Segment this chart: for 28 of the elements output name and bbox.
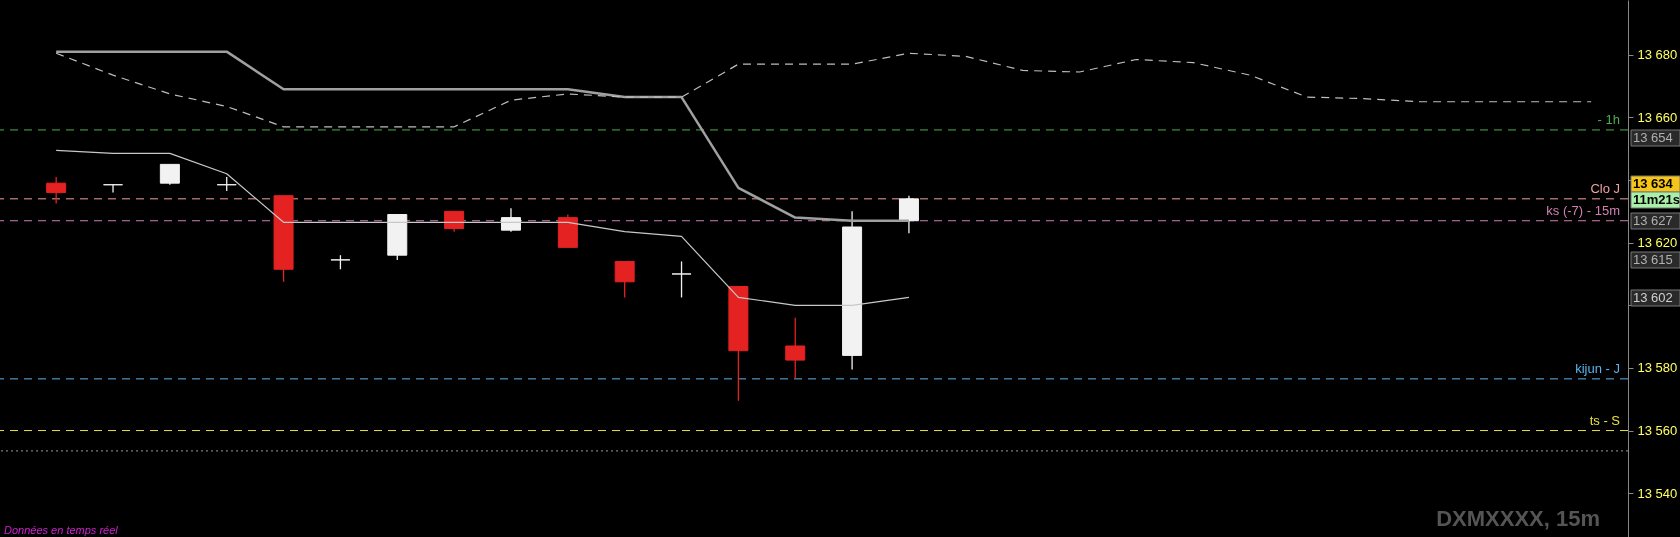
y-tick-label: 13 540 bbox=[1637, 485, 1678, 501]
ref-line-label: kijun - J bbox=[1575, 360, 1620, 376]
text: 11m21s bbox=[1633, 192, 1680, 207]
y-tick-label: 13 620 bbox=[1637, 235, 1678, 251]
y-tick-label: 13 560 bbox=[1637, 423, 1678, 439]
y-tick-label: 13 680 bbox=[1637, 47, 1678, 63]
candlestick bbox=[159, 163, 180, 186]
line-series bbox=[55, 149, 910, 306]
text: 13 615 bbox=[1633, 252, 1673, 267]
text: 13 627 bbox=[1633, 213, 1673, 228]
text: 13 634 bbox=[1633, 176, 1674, 191]
candlestick bbox=[785, 317, 806, 380]
candlestick bbox=[614, 260, 635, 299]
ref-line-label: ks (-7) - 15m bbox=[1546, 202, 1620, 218]
candlestick bbox=[671, 260, 692, 299]
candlestick bbox=[898, 195, 919, 234]
candlestick bbox=[103, 184, 124, 194]
text: 13 654 bbox=[1633, 130, 1673, 145]
y-tick-label: 13 580 bbox=[1637, 360, 1678, 376]
text: DXMXXXX, 15m bbox=[1436, 506, 1600, 531]
y-tick-label: 13 660 bbox=[1637, 109, 1678, 125]
ref-line-label: Clo J bbox=[1590, 180, 1620, 196]
line-series bbox=[55, 52, 1592, 128]
annotation: Données en temps réel bbox=[4, 524, 119, 536]
ref-line-label: - 1h bbox=[1597, 111, 1620, 127]
ref-line-label: ts - S bbox=[1589, 412, 1621, 428]
text: 13 602 bbox=[1633, 290, 1673, 305]
candlestick bbox=[46, 176, 67, 205]
